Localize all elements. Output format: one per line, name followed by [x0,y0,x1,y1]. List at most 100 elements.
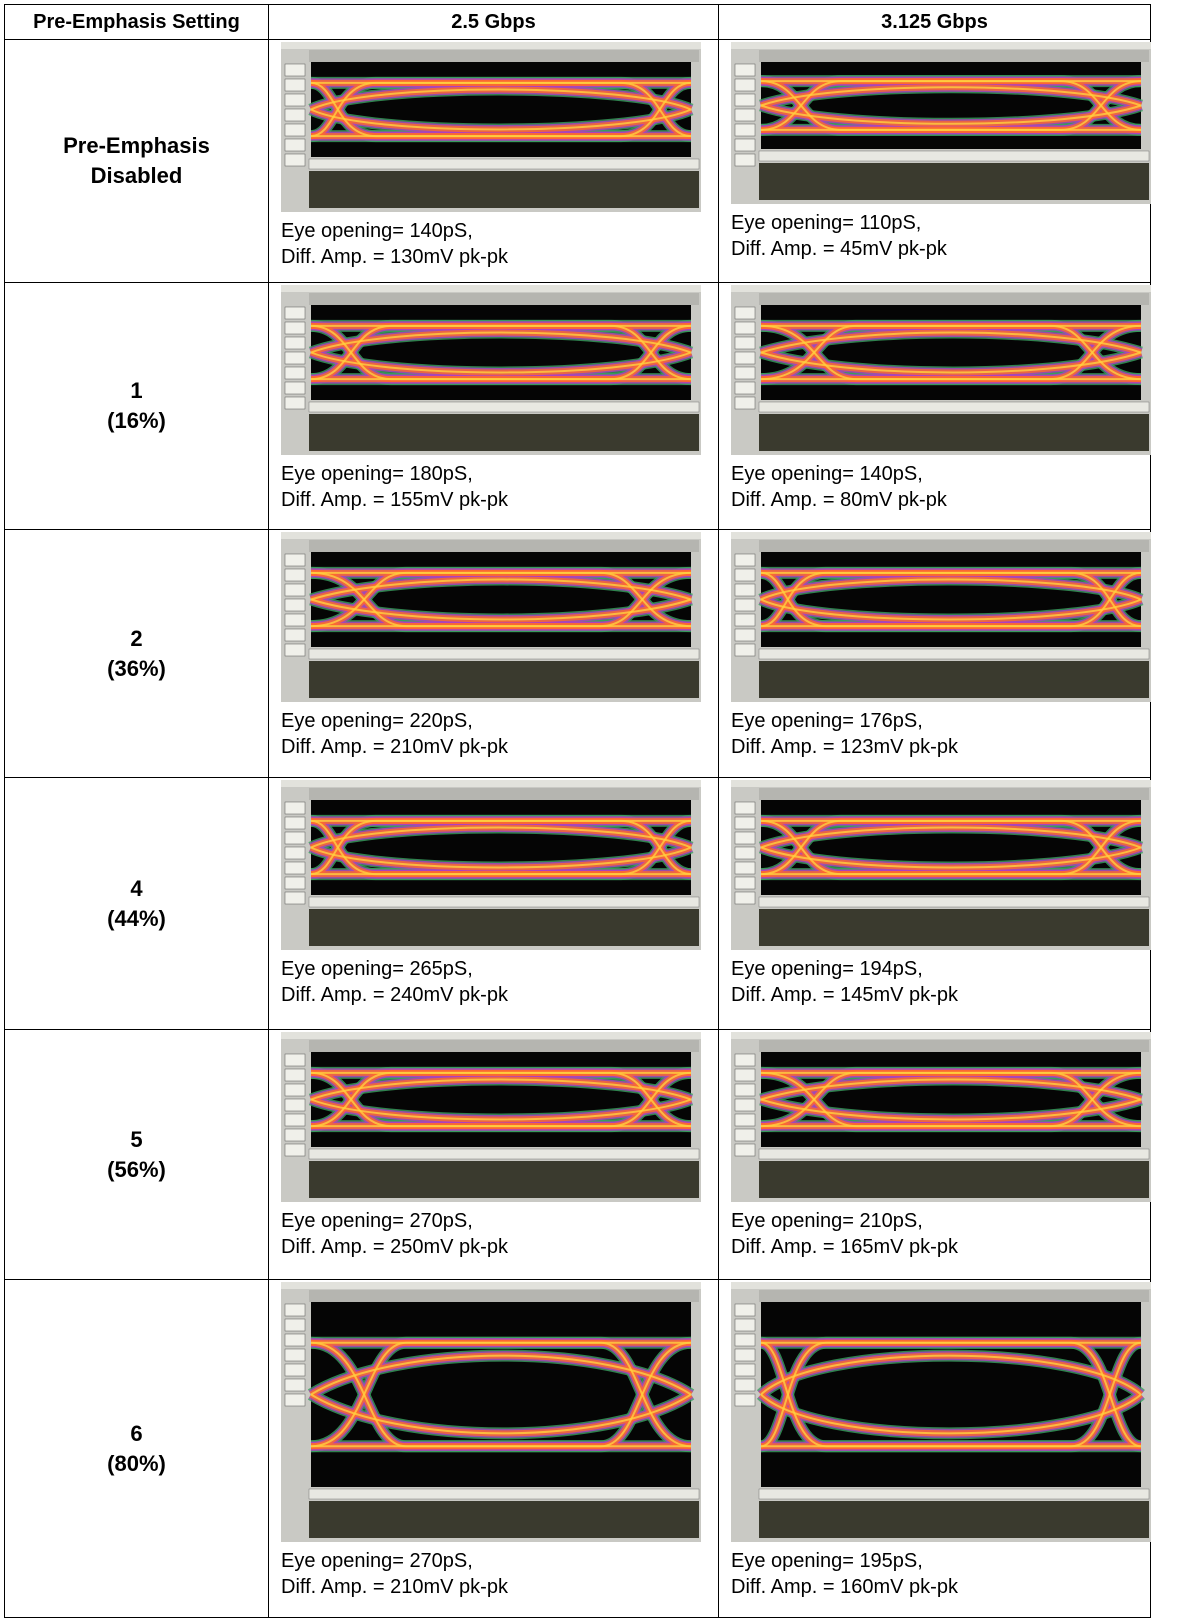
header-cell: Pre-Emphasis Setting [4,4,269,40]
eye-trace [310,819,692,876]
menu-bar [731,1032,1151,1039]
eye-diagram-screenshot [281,1032,701,1202]
result-caption: Eye opening= 270pS, Diff. Amp. = 250mV pk… [281,1208,706,1260]
menu-bar [731,1282,1151,1289]
results-table: Pre-Emphasis Setting 2.5 Gbps 3.125 Gbps… [4,4,1151,1618]
eye-trace [310,81,692,138]
scope-screen [311,62,691,157]
eye-trace [310,108,692,131]
result-caption: Eye opening= 210pS, Diff. Amp. = 165mV pk… [731,1208,1138,1260]
eye-trace [310,1071,692,1128]
result-cell: Eye opening= 270pS, Diff. Amp. = 210mV pk… [268,1279,719,1618]
eye-trace [310,598,692,621]
scope-screen [311,1052,691,1147]
tool-icon [284,1333,306,1347]
result-caption: Eye opening= 140pS, Diff. Amp. = 130mV pk… [281,218,706,270]
eye-trace [760,80,1142,131]
result-caption: Eye opening= 180pS, Diff. Amp. = 155mV pk… [281,461,706,513]
eye-trace [310,324,692,381]
tool-icon [284,831,306,845]
caption-line: Eye opening= 270pS, [281,1210,473,1232]
scope-screen [311,800,691,895]
tool-icon [734,1363,756,1377]
setting-cell: 2 (36%) [4,529,269,778]
tool-icon [734,1098,756,1112]
eye-trace [760,80,1142,131]
tool-icon [734,396,756,410]
eye-trace [760,819,1142,876]
caption-line: Diff. Amp. = 165mV pk-pk [731,1236,958,1258]
caption-line: Eye opening= 195pS, [731,1550,923,1572]
tool-icon [734,1348,756,1362]
channel-bar [759,1040,1149,1052]
tool-icon [284,1068,306,1082]
tool-icon [734,138,756,152]
eye-trace [310,1071,692,1128]
tool-icon [284,568,306,582]
measurement-panel [759,1161,1149,1198]
eye-trace [760,571,1142,628]
setting-label: (36%) [107,655,166,681]
result-cell: Eye opening= 270pS, Diff. Amp. = 250mV pk… [268,1029,719,1280]
eye-trace [310,1354,692,1396]
setting-label: (16%) [107,408,166,433]
tool-icon [284,876,306,890]
scope-screen [761,552,1141,647]
eye-trace [760,331,1142,354]
tool-icon [284,846,306,860]
status-bar [308,648,700,660]
tool-icon [284,801,306,815]
caption-line: Eye opening= 220pS, [281,710,473,732]
result-cell: Eye opening= 265pS, Diff. Amp. = 240mV pk… [268,777,719,1030]
eye-trace [760,578,1142,601]
tool-icon [284,321,306,335]
eye-trace [310,578,692,601]
measurement-panel [759,661,1149,698]
menu-bar [731,532,1151,539]
caption-line: Diff. Amp. = 123mV pk-pk [731,736,958,758]
tool-icon [734,891,756,905]
eye-diagram-screenshot [731,532,1151,702]
scope-screen [311,305,691,400]
eye-diagram-screenshot [731,1032,1151,1202]
tool-icon [734,583,756,597]
caption-line: Eye opening= 194pS, [731,958,923,980]
measurement-panel [759,1501,1149,1538]
result-cell: Eye opening= 220pS, Diff. Amp. = 210mV pk… [268,529,719,778]
eye-trace [310,846,692,869]
eye-trace [310,324,692,381]
tool-icon [734,123,756,137]
eye-trace [760,1071,1142,1128]
eye-diagram-screenshot [281,1282,701,1542]
tool-icon [284,1098,306,1112]
channel-bar [309,50,699,62]
result-caption: Eye opening= 265pS, Diff. Amp. = 240mV pk… [281,956,706,1008]
eye-trace [760,1098,1142,1121]
channel-bar [759,293,1149,305]
tool-icon [734,1068,756,1082]
eye-diagram-screenshot [731,780,1151,950]
eye-trace [760,104,1142,125]
tool-icon [284,138,306,152]
caption-line: Diff. Amp. = 45mV pk-pk [731,238,947,260]
status-bar [308,1488,700,1500]
eye-trace [760,1341,1142,1448]
eye-diagram-screenshot [281,285,701,455]
status-bar [758,1488,1150,1500]
eye-trace [310,571,692,628]
table-row: 2 (36%) Eye opening= 220pS, Diff. Amp. = 21… [4,529,1151,778]
eye-trace [760,846,1142,869]
setting-label: (56%) [107,1156,166,1182]
eye-trace [760,1341,1142,1448]
tool-icon [734,613,756,627]
channel-bar [759,788,1149,800]
eye-trace [760,819,1142,876]
eye-trace [760,1078,1142,1101]
table-row: 4 (44%) Eye opening= 265pS, Diff. Amp. = 24… [4,777,1151,1030]
tool-icon [284,351,306,365]
setting-label: 1 [130,378,143,403]
eye-trace [760,324,1142,381]
menu-bar [281,285,701,292]
tool-icon [284,123,306,137]
tool-icon [734,93,756,107]
